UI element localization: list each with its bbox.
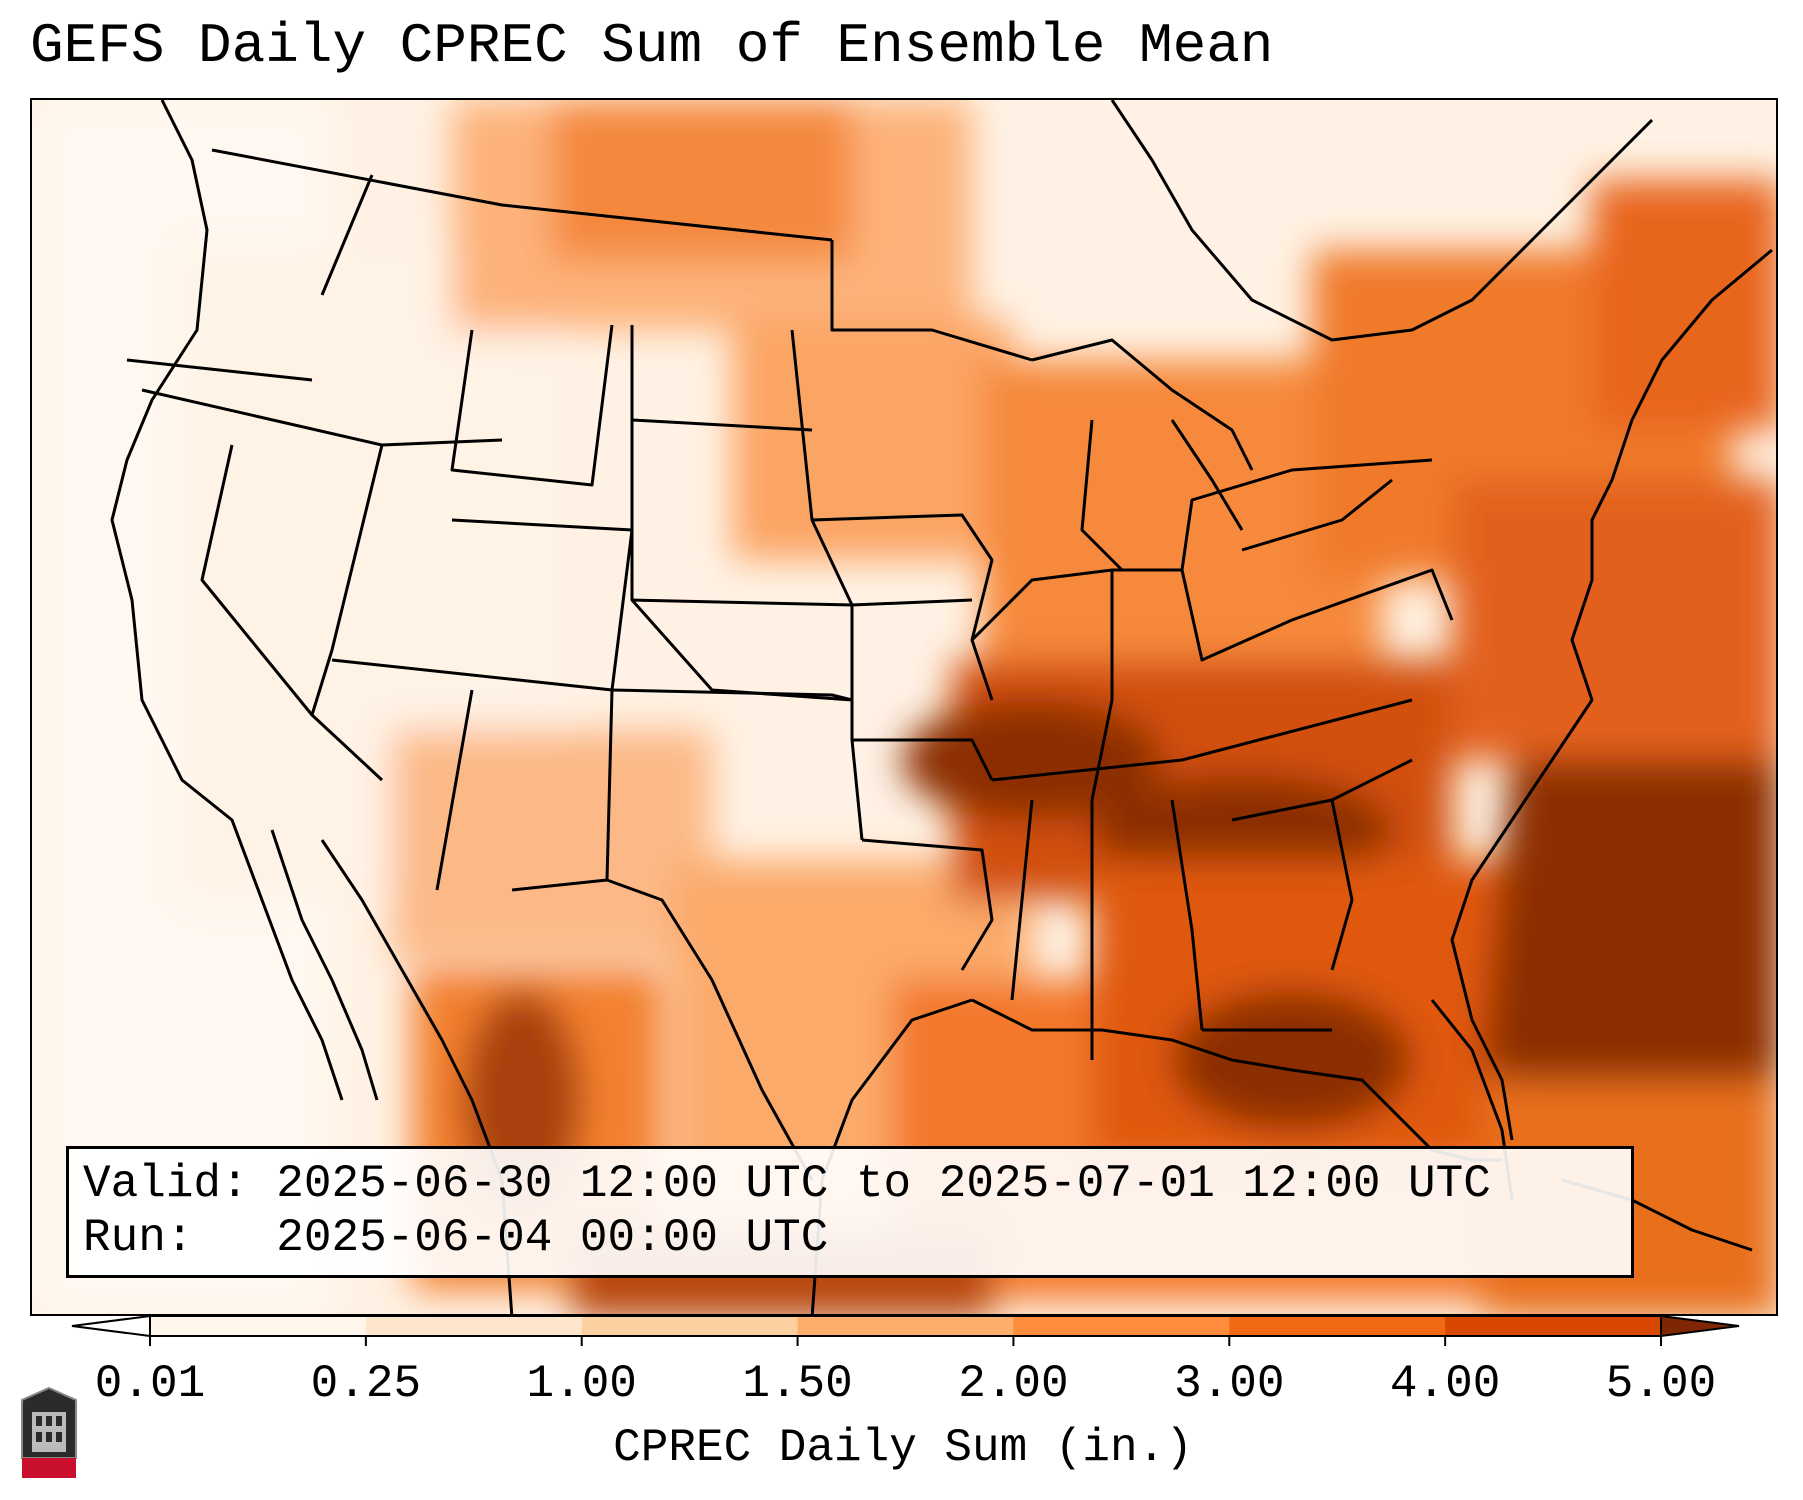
lake-huron (1170, 419, 1244, 531)
colorbar-tick-label: 4.00 (1389, 1358, 1501, 1410)
run-label: Run: (83, 1212, 194, 1264)
state-line-4 (200, 444, 314, 716)
us-canada-border (211, 148, 833, 242)
state-line-30 (630, 599, 853, 702)
map-title: GEFS Daily CPREC Sum of Ensemble Mean (30, 14, 1274, 78)
state-line-26 (1291, 568, 1454, 622)
state-line-6 (450, 324, 614, 487)
boundaries (110, 100, 1773, 1314)
precipitation-map (30, 98, 1778, 1316)
baja-coast (270, 829, 379, 1101)
colorbar-segment (1229, 1316, 1446, 1336)
state-line-13 (830, 240, 1033, 362)
field-maritimes (1592, 180, 1776, 430)
colorbar-tick-label: 0.01 (94, 1358, 206, 1410)
colorbar-segment (797, 1316, 1014, 1336)
run-value: 2025-06-04 00:00 UTC (276, 1212, 829, 1264)
west-coastline (110, 100, 344, 1101)
lake-superior (1031, 338, 1254, 471)
field-ozarks-max (902, 700, 1162, 820)
field-dakotas (732, 320, 1012, 560)
valid-run-info-box: Valid: 2025-06-30 12:00 UTC to 2025-07-0… (66, 1146, 1634, 1278)
state-line-25 (1180, 458, 1433, 571)
colorbar-segment (581, 1316, 799, 1336)
colorbar-tick-label: 1.00 (526, 1358, 637, 1410)
colorbar-outline (149, 1315, 1662, 1337)
colorbar-extend-high (1660, 1314, 1740, 1338)
colorbar-extend-low (71, 1314, 151, 1338)
colorbar-segment (365, 1316, 583, 1336)
state-line-5 (310, 444, 384, 782)
field-four-corners (392, 730, 712, 960)
colorbar-tick-label: 2.00 (958, 1358, 1069, 1410)
state-line-7 (331, 518, 634, 692)
field-florida-panhandle-max (1172, 990, 1412, 1130)
state-line-20 (991, 698, 1413, 782)
field-canada-core (552, 100, 852, 260)
state-line-24 (1112, 568, 1293, 662)
valid-value: 2025-06-30 12:00 UTC to 2025-07-01 12:00… (276, 1158, 1491, 1210)
state-line-17 (811, 513, 994, 701)
canada-coast (1110, 100, 1654, 342)
map-canvas (32, 100, 1776, 1314)
lake-michigan (1080, 419, 1124, 572)
colorbar-segment (1013, 1316, 1230, 1336)
state-line-16 (861, 838, 994, 971)
state-line-2 (320, 174, 374, 296)
colorbar-segment (1445, 1316, 1662, 1336)
state-line-8 (435, 689, 474, 891)
colorbar-tick-label: 3.00 (1174, 1358, 1285, 1410)
state-line-28 (1330, 799, 1354, 971)
east-coastline (1450, 248, 1773, 1141)
state-line-23 (1170, 799, 1204, 1031)
state-line-15 (852, 738, 994, 781)
state-line-12 (631, 418, 813, 432)
texas-mexico-border (606, 878, 814, 1181)
state-line-22 (1010, 799, 1034, 1001)
colorbar-tick-label: 1.50 (742, 1358, 853, 1410)
lake-erie-ontario (1241, 478, 1393, 552)
state-line-18 (851, 598, 973, 607)
field-atlantic-north (1452, 480, 1776, 760)
colorbar-label: CPREC Daily Sum (in.) (613, 1422, 1193, 1474)
colorbar-tick-label: 5.00 (1605, 1358, 1717, 1410)
valid-label: Valid: (83, 1158, 249, 1210)
colorbar-segment (150, 1316, 367, 1336)
colorbar-tick-label: 0.25 (310, 1358, 422, 1410)
state-line-3 (126, 358, 313, 382)
niu-logo-icon (21, 1386, 77, 1478)
